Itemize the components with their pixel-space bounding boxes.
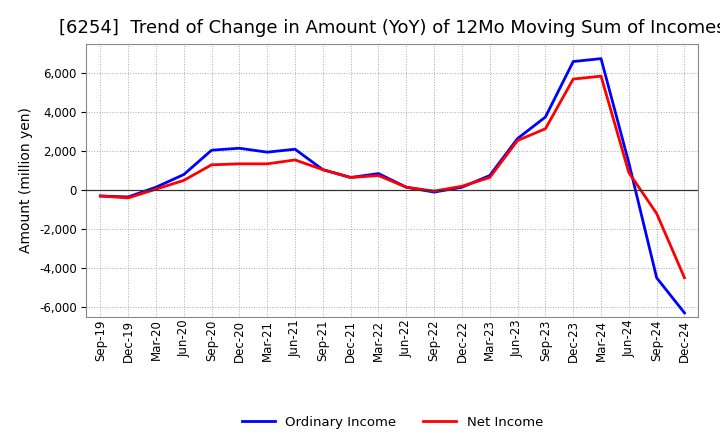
Y-axis label: Amount (million yen): Amount (million yen) — [19, 107, 33, 253]
Line: Ordinary Income: Ordinary Income — [100, 59, 685, 313]
Ordinary Income — [318, 167, 327, 172]
Net Income — [652, 211, 661, 216]
Net Income — [318, 167, 327, 172]
Ordinary Income — [680, 310, 689, 315]
Ordinary Income — [569, 59, 577, 64]
Ordinary Income — [346, 175, 355, 180]
Net Income — [680, 275, 689, 280]
Net Income — [597, 73, 606, 79]
Net Income — [263, 161, 271, 166]
Ordinary Income — [402, 185, 410, 190]
Ordinary Income — [291, 147, 300, 152]
Net Income — [291, 157, 300, 162]
Ordinary Income — [541, 114, 550, 120]
Net Income — [513, 138, 522, 143]
Net Income — [624, 170, 633, 175]
Net Income — [430, 188, 438, 194]
Ordinary Income — [207, 147, 216, 153]
Net Income — [346, 175, 355, 180]
Line: Net Income: Net Income — [100, 76, 685, 278]
Net Income — [124, 195, 132, 201]
Ordinary Income — [96, 193, 104, 198]
Net Income — [569, 77, 577, 82]
Net Income — [96, 193, 104, 198]
Ordinary Income — [179, 172, 188, 177]
Ordinary Income — [124, 194, 132, 200]
Net Income — [207, 162, 216, 168]
Net Income — [179, 178, 188, 183]
Ordinary Income — [152, 185, 161, 190]
Net Income — [235, 161, 243, 166]
Ordinary Income — [597, 56, 606, 61]
Net Income — [152, 187, 161, 192]
Ordinary Income — [374, 171, 383, 176]
Legend: Ordinary Income, Net Income: Ordinary Income, Net Income — [237, 411, 548, 434]
Net Income — [402, 185, 410, 190]
Ordinary Income — [513, 136, 522, 141]
Net Income — [541, 126, 550, 132]
Ordinary Income — [263, 150, 271, 155]
Title: [6254]  Trend of Change in Amount (YoY) of 12Mo Moving Sum of Incomes: [6254] Trend of Change in Amount (YoY) o… — [59, 19, 720, 37]
Ordinary Income — [624, 160, 633, 165]
Net Income — [485, 175, 494, 180]
Net Income — [374, 173, 383, 178]
Ordinary Income — [235, 146, 243, 151]
Net Income — [458, 183, 467, 189]
Ordinary Income — [430, 190, 438, 195]
Ordinary Income — [485, 173, 494, 178]
Ordinary Income — [458, 185, 467, 190]
Ordinary Income — [652, 275, 661, 280]
